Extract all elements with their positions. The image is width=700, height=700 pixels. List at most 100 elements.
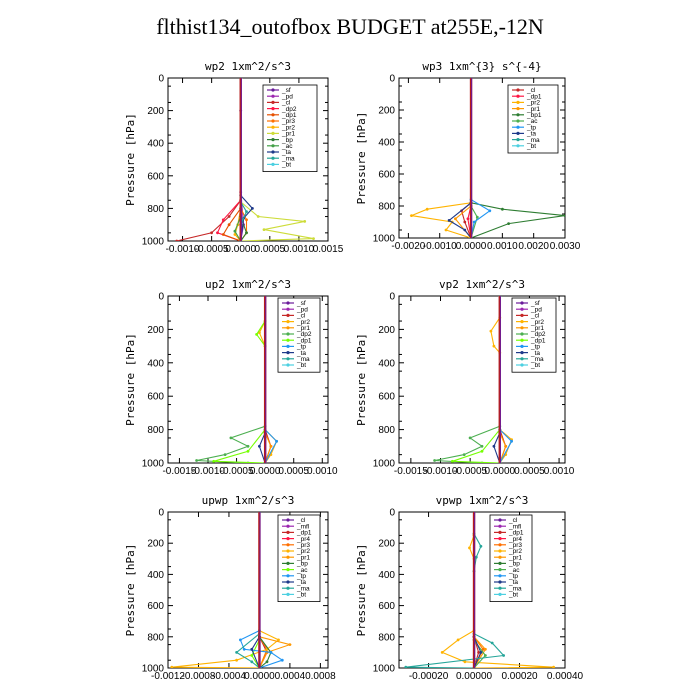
- legend-label: _pr1: [281, 131, 295, 138]
- series-group: [409, 78, 565, 238]
- y-tick-label: 800: [147, 204, 164, 215]
- y-tick-label: 400: [378, 570, 395, 581]
- x-tick-label: 0.0000: [244, 671, 275, 682]
- legend-label: _ma: [526, 137, 540, 144]
- y-tick-label: 600: [378, 601, 395, 612]
- legend-label: _ac: [508, 567, 520, 574]
- legend-marker: [286, 357, 290, 361]
- series-group: [404, 512, 555, 668]
- x-tick-label: 0.0010: [487, 241, 518, 252]
- legend-label: _bt: [281, 162, 291, 169]
- series-point: [463, 660, 467, 664]
- legend-marker: [516, 113, 520, 117]
- legend-marker: [498, 524, 502, 528]
- series-line_bp: [258, 512, 272, 668]
- series-line_tp: [470, 78, 491, 238]
- legend-label: _pr2: [296, 548, 310, 555]
- legend-marker: [520, 357, 524, 361]
- x-tick-label: 0.00000: [456, 671, 493, 682]
- series-point: [227, 215, 231, 218]
- legend-marker: [498, 543, 502, 547]
- legend-label: _pr2: [296, 319, 310, 326]
- legend-label: _pr2: [508, 548, 522, 555]
- x-tick-label: 0.0008: [305, 671, 336, 682]
- x-tick-label: -0.0005: [195, 244, 229, 255]
- subplot-1: wp2 1xm^2/s^3 0 200 400 600 800 1000 Pressure […: [124, 60, 344, 255]
- legend-box: [277, 514, 321, 602]
- series-point: [488, 209, 492, 213]
- legend-marker: [516, 138, 520, 142]
- series-point: [563, 214, 565, 217]
- x-tick-label: 0.0005: [278, 466, 309, 477]
- y-tick-label: 400: [147, 139, 164, 150]
- legend-label: _ta: [508, 579, 518, 586]
- y-tick-label: 800: [147, 632, 164, 643]
- series-point: [484, 654, 487, 657]
- legend-marker: [520, 332, 524, 336]
- legend-marker: [271, 131, 275, 135]
- series-point: [479, 651, 483, 654]
- legend-box: [277, 297, 321, 373]
- x-tick-label: 0.0005: [255, 244, 286, 255]
- series-point: [170, 665, 174, 668]
- legend-marker: [498, 580, 502, 584]
- series-line_pr2: [171, 512, 280, 668]
- legend-label: _ta: [281, 149, 291, 156]
- legend-marker: [286, 574, 290, 578]
- series-point: [245, 231, 248, 235]
- legend-box: [489, 514, 533, 602]
- x-tick-label: -0.0012: [151, 671, 185, 682]
- legend-label: _ma: [281, 155, 295, 162]
- legend-marker: [516, 119, 520, 123]
- legend-label: _ta: [526, 131, 536, 138]
- legend-label: _dp1: [296, 337, 312, 344]
- legend-label: _pd: [530, 306, 542, 313]
- series-point: [195, 459, 199, 462]
- legend-marker: [498, 549, 502, 553]
- legend-marker: [286, 568, 290, 572]
- legend-label: _bp: [508, 561, 520, 568]
- series-point: [216, 231, 219, 235]
- x-tick-label: 0.0005: [514, 466, 545, 477]
- legend-label: _mfl: [296, 523, 310, 530]
- series-point: [256, 215, 260, 218]
- legend: _sf_pd_cl_pr2_pr1_dp2_dp1_tp_ta_ma_bt: [277, 297, 321, 373]
- y-tick-label: 600: [147, 392, 164, 403]
- series-point: [251, 207, 254, 210]
- y-tick-label: 200: [147, 106, 164, 117]
- y-tick-label: 1000: [142, 664, 165, 675]
- y-tick-label: 200: [378, 106, 395, 117]
- x-tick-label: 0.0010: [284, 244, 315, 255]
- y-tick-label: 1000: [373, 234, 396, 245]
- y-axis-label: Pressure [hPa]: [124, 544, 137, 637]
- series-line_ta: [448, 78, 472, 238]
- series-group: [195, 296, 278, 463]
- y-axis-label: Pressure [hPa]: [355, 112, 368, 205]
- series-point: [227, 223, 231, 227]
- legend-marker: [520, 301, 524, 305]
- series-point: [492, 344, 496, 348]
- legend: _cl_dp1_pr2_pr1_bp1_ac_tp_ta_ma_bt: [507, 84, 559, 154]
- series-point: [456, 638, 460, 642]
- legend-marker: [516, 107, 520, 111]
- series-point: [475, 215, 479, 219]
- legend-marker: [498, 574, 502, 578]
- series-line_dp1: [213, 296, 266, 463]
- y-tick-label: 1000: [142, 237, 165, 248]
- x-tick-label: 0.0010: [544, 466, 575, 477]
- legend-marker: [520, 351, 524, 355]
- x-tick-label: -0.0010: [424, 466, 458, 477]
- legend-label: _pr1: [508, 554, 522, 561]
- y-tick-label: 0: [158, 508, 164, 519]
- legend-label: _dp1: [296, 530, 312, 537]
- y-tick-label: 400: [378, 138, 395, 149]
- series-point: [288, 643, 292, 646]
- series-line_pr2: [441, 512, 554, 668]
- legend-label: _pr2: [526, 100, 540, 107]
- legend-marker: [271, 113, 275, 117]
- legend-marker: [516, 88, 520, 92]
- legend-box: [511, 297, 557, 373]
- legend-marker: [516, 94, 520, 98]
- legend-marker: [271, 138, 275, 142]
- legend-marker: [498, 530, 502, 535]
